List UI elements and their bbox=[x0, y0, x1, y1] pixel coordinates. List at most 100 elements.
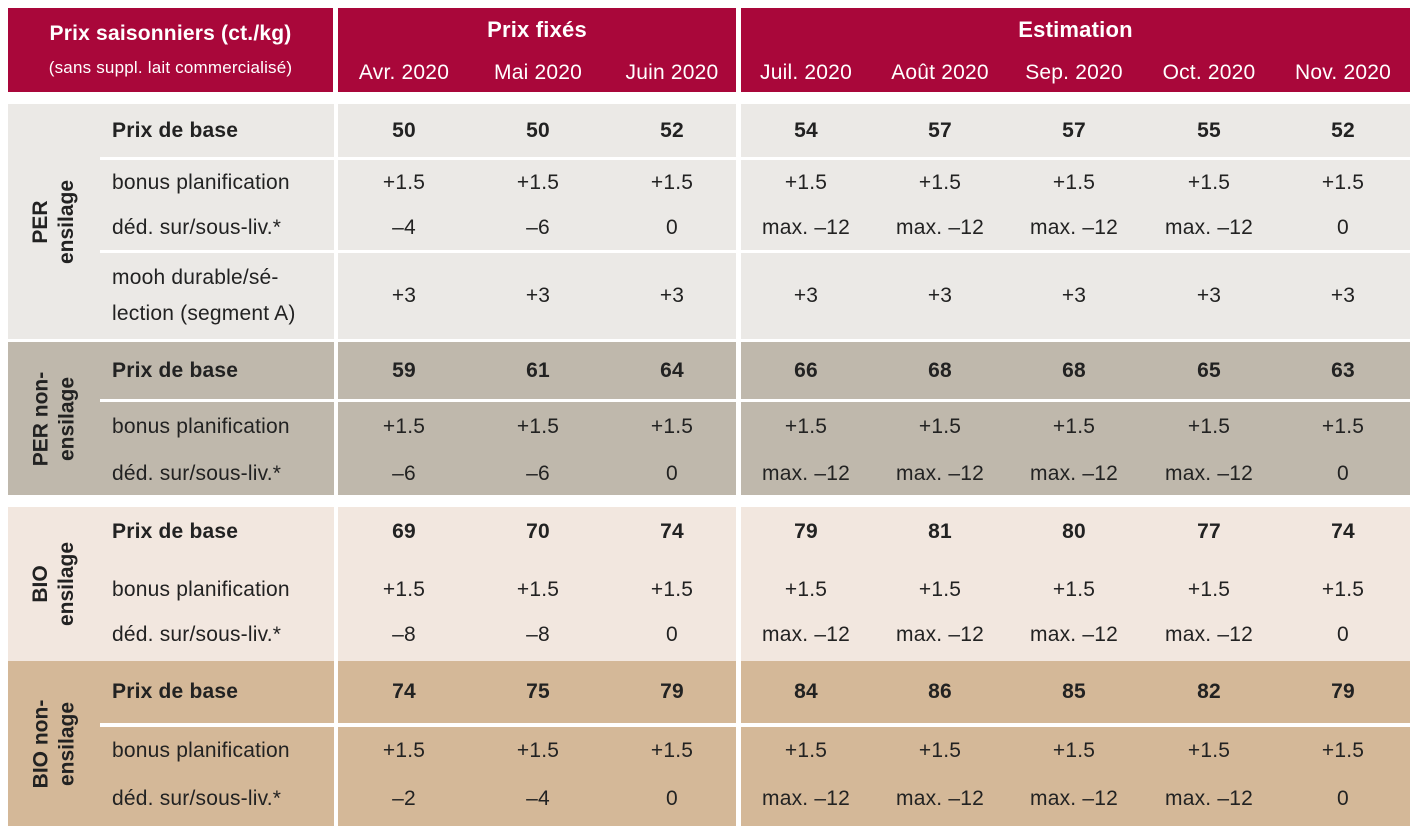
table-cell: 0 bbox=[666, 215, 678, 239]
table-cell: +1.5 bbox=[382, 415, 426, 438]
table-cell: +3 bbox=[1061, 284, 1087, 307]
column-divider bbox=[334, 507, 338, 661]
row-label: Prix de base bbox=[112, 118, 239, 142]
table-cell: 50 bbox=[526, 118, 550, 142]
table-subtitle: (sans suppl. lait commercialisé) bbox=[48, 58, 293, 77]
table-cell: 74 bbox=[660, 520, 684, 543]
group-background bbox=[8, 342, 1410, 495]
table-cell: +1.5 bbox=[1187, 578, 1231, 601]
table-cell: 74 bbox=[1331, 520, 1355, 543]
table-cell: +1.5 bbox=[650, 170, 694, 194]
month-header: Août 2020 bbox=[891, 61, 989, 84]
table-cell: 79 bbox=[1331, 680, 1355, 703]
group-label-line: BIO non- bbox=[29, 699, 52, 788]
table-cell: +1.5 bbox=[516, 415, 560, 438]
month-header: Juin 2020 bbox=[625, 61, 719, 84]
table-cell: +1.5 bbox=[1321, 415, 1365, 438]
table-cell: max. –12 bbox=[1165, 461, 1253, 485]
group-label-line: PER non- bbox=[29, 371, 52, 466]
group-fixed-label: Prix fixés bbox=[487, 17, 587, 42]
table-cell: +1.5 bbox=[650, 415, 694, 438]
table-cell: 66 bbox=[794, 358, 818, 382]
row-separator bbox=[100, 723, 1410, 727]
table-cell: 69 bbox=[392, 520, 416, 543]
table-cell: 0 bbox=[1337, 461, 1349, 485]
table-cell: 82 bbox=[1197, 680, 1221, 703]
table-cell: +1.5 bbox=[784, 578, 828, 601]
table-cell: max. –12 bbox=[762, 461, 850, 485]
table-cell: 79 bbox=[660, 680, 684, 703]
table-cell: –2 bbox=[392, 786, 416, 810]
month-header: Mai 2020 bbox=[494, 61, 582, 84]
row-label: mooh durable/sé-lection (segment A) bbox=[102, 253, 334, 339]
table-cell: 75 bbox=[526, 680, 550, 703]
table-cell: max. –12 bbox=[762, 786, 850, 810]
table-cell: +1.5 bbox=[918, 739, 962, 762]
group-label-line: BIO bbox=[28, 565, 52, 603]
table-cell: max. –12 bbox=[762, 215, 850, 239]
row-label: Prix de base bbox=[112, 680, 239, 703]
table-cell: 70 bbox=[526, 520, 550, 543]
table-cell: +1.5 bbox=[516, 170, 560, 194]
table-cell: +1.5 bbox=[1321, 578, 1365, 601]
group-background bbox=[8, 104, 1410, 339]
table-cell: 64 bbox=[660, 358, 684, 382]
table-cell: 0 bbox=[666, 786, 678, 810]
group-label-line: ensilage bbox=[54, 179, 78, 264]
row-label-line: lection (segment A) bbox=[112, 302, 296, 325]
row-label: déd. sur/sous-liv.* bbox=[112, 623, 282, 646]
group-label: PER ensilage bbox=[8, 104, 100, 339]
column-divider bbox=[334, 661, 338, 826]
table-cell: +3 bbox=[1196, 284, 1222, 307]
row-label: bonus planification bbox=[112, 578, 290, 601]
table-cell: 68 bbox=[1062, 358, 1086, 382]
table-cell: 74 bbox=[392, 680, 416, 703]
table-cell: 57 bbox=[928, 118, 952, 142]
table-cell: +1.5 bbox=[382, 739, 426, 762]
table-cell: +1.5 bbox=[918, 578, 962, 601]
table-cell: max. –12 bbox=[1030, 786, 1118, 810]
table-cell: max. –12 bbox=[1165, 215, 1253, 239]
table-cell: +1.5 bbox=[1187, 739, 1231, 762]
table-cell: 77 bbox=[1197, 520, 1221, 543]
group-label: BIO ensilage bbox=[8, 507, 100, 661]
group-label: BIO non-ensilage bbox=[8, 661, 100, 826]
table-cell: 50 bbox=[392, 118, 416, 142]
group-label-line: ensilage bbox=[55, 701, 78, 786]
table-cell: 79 bbox=[794, 520, 818, 543]
table-cell: max. –12 bbox=[896, 215, 984, 239]
table-cell: max. –12 bbox=[1030, 215, 1118, 239]
table-cell: 63 bbox=[1331, 358, 1355, 382]
header-fixed-cell bbox=[338, 8, 736, 92]
table-cell: 52 bbox=[660, 118, 684, 142]
month-header: Sep. 2020 bbox=[1025, 61, 1123, 84]
table-cell: +1.5 bbox=[784, 739, 828, 762]
table-cell: +1.5 bbox=[784, 415, 828, 438]
group-background bbox=[8, 661, 1410, 826]
table-cell: +1.5 bbox=[1187, 170, 1231, 194]
month-header: Nov. 2020 bbox=[1295, 61, 1391, 84]
row-separator bbox=[100, 399, 1410, 402]
table-cell: max. –12 bbox=[1165, 786, 1253, 810]
row-label: Prix de base bbox=[112, 358, 239, 382]
table-cell: +3 bbox=[525, 284, 551, 307]
header-title-cell: Prix saisonniers (ct./kg) (sans suppl. l… bbox=[8, 8, 333, 92]
month-header: Juil. 2020 bbox=[760, 61, 852, 84]
table-cell: 57 bbox=[1062, 118, 1086, 142]
table-cell: max. –12 bbox=[1030, 461, 1118, 485]
table-cell: +1.5 bbox=[382, 170, 426, 194]
table-cell: +1.5 bbox=[1052, 415, 1096, 438]
table-cell: 81 bbox=[928, 520, 952, 543]
column-divider bbox=[334, 104, 338, 339]
header-estimate-cell bbox=[741, 8, 1410, 92]
row-label: déd. sur/sous-liv.* bbox=[112, 215, 282, 239]
table-cell: 52 bbox=[1331, 118, 1355, 142]
label-divider bbox=[98, 104, 102, 339]
table-cell: 0 bbox=[1337, 215, 1349, 239]
table-cell: 80 bbox=[1062, 520, 1086, 543]
table-cell: +1.5 bbox=[784, 170, 828, 194]
table-cell: +1.5 bbox=[516, 578, 560, 601]
row-separator bbox=[100, 250, 1410, 253]
table-cell: 65 bbox=[1197, 358, 1221, 382]
table-cell: max. –12 bbox=[762, 623, 850, 646]
